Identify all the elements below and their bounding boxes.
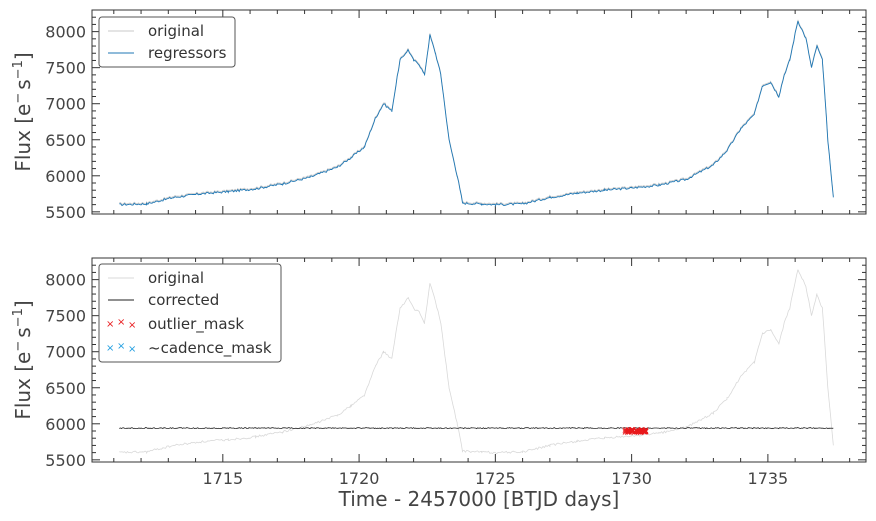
y-tick-label: 6000 <box>45 415 86 434</box>
svg-text:×: × <box>128 320 136 331</box>
legend-label-original: original <box>148 22 204 40</box>
svg-text:×: × <box>117 317 125 328</box>
legend-label-corrected: corrected <box>148 291 219 309</box>
bottom-y-axis-label: Flux [e−s−1] <box>11 300 35 419</box>
y-tick-label: 7000 <box>45 343 86 362</box>
y-tick-label: 7000 <box>45 95 86 114</box>
y-tick-label: 6000 <box>45 167 86 186</box>
x-tick-label: 1735 <box>748 469 789 488</box>
bottom-panel: 1715 1720 1725 1730 1735 5500 6000 6500 7000 750… <box>11 257 867 511</box>
top-y-axis-label: Flux [e−s−1] <box>11 52 35 171</box>
y-tick-label: 7500 <box>45 59 86 78</box>
outlier-marker <box>622 429 629 435</box>
bottom-series-group <box>119 269 834 455</box>
legend-label-regressors: regressors <box>148 44 227 62</box>
legend-label-cadence-mask: ~cadence_mask <box>148 339 272 358</box>
top-x-ticks <box>113 10 851 214</box>
bottom-legend-box <box>98 263 282 363</box>
svg-text:×: × <box>128 344 136 355</box>
y-tick-label: 7500 <box>45 307 86 326</box>
y-tick-label: 5500 <box>45 451 86 470</box>
y-tick-label: 8000 <box>45 271 86 290</box>
y-tick-label: 6500 <box>45 131 86 150</box>
top-series-group <box>119 19 834 208</box>
x-tick-label: 1730 <box>611 469 652 488</box>
bottom-legend: original corrected × × × outlier_mask × × × … <box>98 263 282 363</box>
x-tick-label: 1720 <box>339 469 380 488</box>
svg-text:×: × <box>117 341 125 352</box>
x-tick-label: 1725 <box>475 469 516 488</box>
series-regressors-line <box>119 20 834 208</box>
x-axis-label: Time - 2457000 [BTJD days] <box>338 487 620 511</box>
outlier-marker <box>642 427 649 434</box>
bottom-y-ticks: 5500 6000 6500 7000 7500 8000 <box>45 264 866 470</box>
top-panel: 5500 6000 6500 7000 7500 8000 Flux [e−s−1] or… <box>11 9 867 222</box>
series-corrected-line <box>119 427 834 430</box>
series-original-line <box>119 19 834 206</box>
bottom-x-ticks: 1715 1720 1725 1730 1735 <box>113 258 851 488</box>
top-legend: original regressors <box>98 16 236 68</box>
top-y-ticks: 5500 6000 6500 7000 7500 8000 <box>45 16 866 222</box>
outlier-marker <box>628 427 635 433</box>
legend-label-outlier-mask: outlier_mask <box>148 315 244 334</box>
x-tick-label: 1715 <box>202 469 243 488</box>
y-tick-label: 6500 <box>45 379 86 398</box>
series-original-line <box>119 269 834 455</box>
legend-swatch-outlier-mask: × × × <box>106 317 136 331</box>
legend-label-original-2: original <box>148 269 204 287</box>
svg-text:×: × <box>106 343 114 354</box>
y-tick-label: 5500 <box>45 203 86 222</box>
outlier-marker <box>629 428 635 435</box>
y-tick-label: 8000 <box>45 23 86 42</box>
outlier-marker <box>622 427 629 433</box>
top-legend-box <box>98 16 236 68</box>
svg-text:×: × <box>106 319 114 330</box>
legend-swatch-cadence-mask: × × × <box>106 341 136 355</box>
